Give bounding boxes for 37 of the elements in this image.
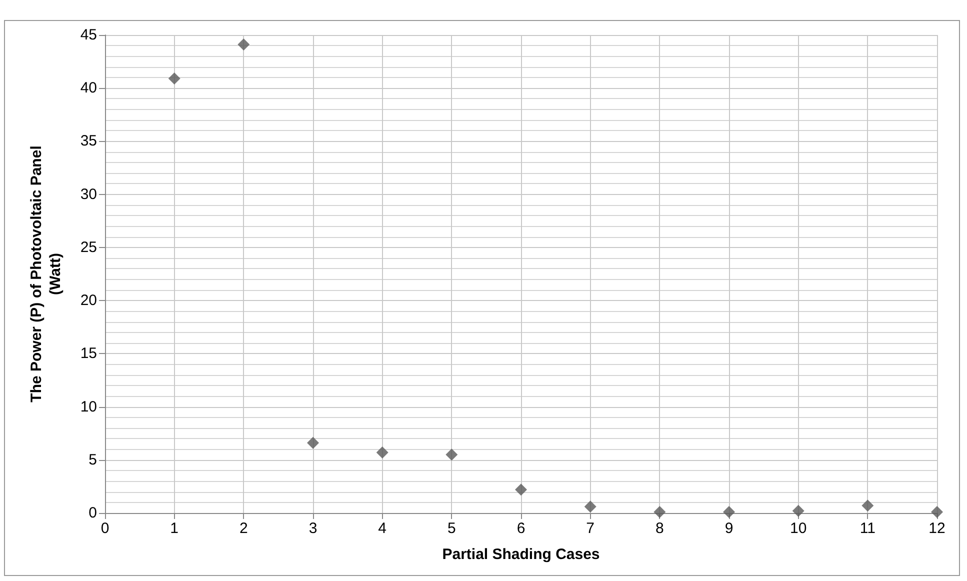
y-tick-label: 40 [80,80,97,97]
x-tick-label: 10 [790,520,807,537]
y-tick-label: 15 [80,345,97,362]
y-tick-label: 35 [80,132,97,150]
x-tick-label: 6 [516,520,526,537]
point [238,38,250,51]
x-tick-label: 8 [655,520,664,537]
x-tick-label: 7 [586,520,595,537]
x-tick-label: 5 [447,520,456,537]
point [931,506,943,518]
x-tick-label: 12 [928,520,946,537]
point [168,72,180,85]
point [862,500,874,512]
point [515,484,527,496]
point [446,448,458,461]
y-tick-label: 20 [80,292,97,310]
x-tick-label: 0 [100,520,110,537]
x-tick-label: 9 [724,520,734,537]
point [654,506,666,518]
y-tick-label: 5 [88,451,97,468]
y-tick-label: 45 [80,26,97,44]
y-tick-label: 30 [80,186,97,203]
y-tick-label: 10 [80,398,97,416]
x-tick-label: 11 [860,520,876,537]
y-axis-title: The Power (P) of Photovoltaic Panel (Watt) [28,146,64,402]
point [792,504,804,517]
x-tick-label: 4 [378,520,387,537]
y-tick-label: 0 [88,504,97,522]
point [376,446,388,458]
point [584,500,596,513]
x-axis-title: Partial Shading Cases [442,546,600,563]
x-tick-label: 3 [308,520,318,537]
y-tick-label: 25 [80,238,97,256]
x-tick-label: 2 [239,520,248,537]
point [307,436,319,449]
point [723,506,735,518]
x-tick-label: 1 [170,520,179,537]
